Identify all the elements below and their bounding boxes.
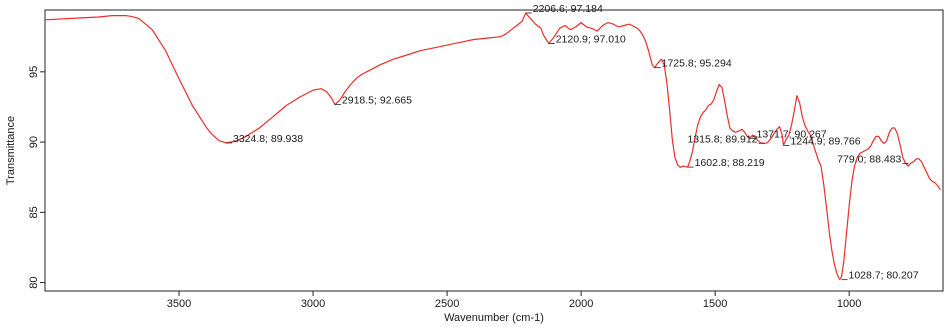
peak-label: 1725.8; 95.294 <box>662 58 732 70</box>
peak-label: 1371.7; 90.267 <box>757 128 827 140</box>
peak-label: 1602.8; 88.219 <box>695 157 765 169</box>
spectrum-line <box>44 12 941 281</box>
peak-label: 1244.9; 89.766 <box>791 135 861 147</box>
y-tick-label: 95 <box>28 66 40 78</box>
peak-label: 1315.8; 89.912 <box>687 133 757 145</box>
peak-label: 2120.9; 97.010 <box>556 34 626 46</box>
x-axis-ticks: 3500 3000 2500 2000 1500 1000 <box>167 291 861 310</box>
y-axis-title: Transmittance <box>5 116 17 185</box>
x-tick-label: 2500 <box>435 298 459 310</box>
y-axis-ticks: 80 85 90 95 <box>28 66 45 289</box>
peak-label: 779.0; 88.483 <box>837 153 901 165</box>
spectrum-series <box>44 12 941 281</box>
x-tick-label: 1000 <box>837 298 861 310</box>
x-tick-label: 2000 <box>569 298 593 310</box>
x-tick-label: 3500 <box>167 298 191 310</box>
y-tick-label: 90 <box>28 136 40 148</box>
x-axis-title: Wavenumber (cm-1) <box>444 312 544 324</box>
peak-annotations: 3324.8; 89.938 2918.5; 92.665 2206.6; 97.1… <box>225 3 919 282</box>
y-tick-label: 80 <box>28 276 40 288</box>
peak-label: 2918.5; 92.665 <box>342 95 412 107</box>
x-tick-label: 3000 <box>301 298 325 310</box>
plot-frame <box>44 9 944 292</box>
plot-area-border <box>44 9 944 292</box>
peak-label: 2206.6; 97.184 <box>533 3 603 15</box>
x-tick-label: 1500 <box>703 298 727 310</box>
peak-label: 3324.8; 89.938 <box>233 133 303 145</box>
peak-label: 1028.7; 80.207 <box>848 270 918 282</box>
y-tick-label: 85 <box>28 206 40 218</box>
